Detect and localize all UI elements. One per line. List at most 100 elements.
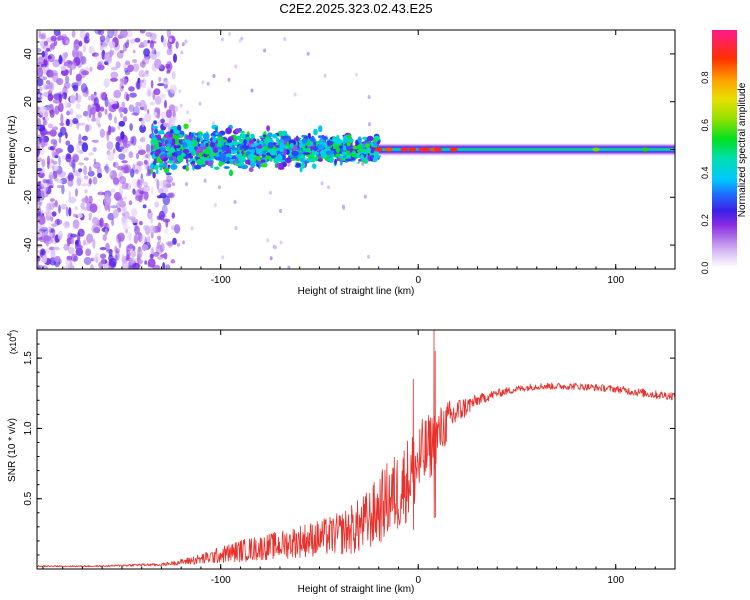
heatmap-carrier-cell: [163, 157, 167, 162]
heatmap-noise-cell: [113, 30, 118, 38]
heatmap-noise-cell: [58, 56, 63, 65]
heatmap-noise-cell: [152, 251, 160, 257]
heatmap-carrier-cell: [283, 148, 287, 156]
heatmap-noise-cell: [42, 57, 50, 68]
heatmap-noise-cell: [149, 101, 155, 106]
heatmap-noise-cell: [95, 252, 99, 261]
heatmap-noise-cell: [134, 37, 141, 43]
heatmap-noise-cell: [75, 103, 81, 110]
heatmap-carrier-cell: [188, 141, 195, 144]
heatmap-noise-cell: [184, 39, 188, 44]
heatmap-noise-cell: [59, 122, 65, 127]
heatmap-carrier-cell: [202, 132, 210, 140]
heatmap-noise-cell: [83, 36, 90, 44]
heatmap-noise-cell: [118, 176, 127, 184]
heatmap-noise-cell: [65, 75, 70, 84]
heatmap-noise-cell: [117, 165, 124, 171]
heatmap-carrier-cell: [342, 145, 347, 151]
heatmap-noise-cell: [78, 168, 83, 173]
heatmap-noise-cell: [174, 224, 181, 234]
heatmap-carrier-cell: [321, 136, 328, 141]
heatmap-noise-cell: [198, 101, 202, 106]
heatmap-noise-cell: [104, 227, 108, 236]
heatmap-noise-cell: [67, 246, 75, 255]
heatmap-noise-cell: [99, 217, 104, 228]
heatmap-carrier-cell: [196, 158, 204, 166]
heatmap-carrier-cell: [242, 144, 248, 149]
heatmap-noise-cell: [143, 190, 149, 201]
heatmap-noise-cell: [105, 163, 109, 174]
heatmap-noise-cell: [49, 232, 53, 238]
heatmap-carrier-cell: [308, 132, 311, 140]
heatmap-carrier-cell: [337, 140, 342, 145]
heatmap-noise-cell: [154, 58, 162, 69]
heatmap-carrier-cell: [158, 165, 163, 168]
heatmap-carrier-cell: [159, 130, 164, 134]
heatmap-carrier-cell: [308, 153, 315, 160]
heatmap-noise-cell: [112, 209, 119, 219]
heatmap-noise-cell: [140, 61, 146, 68]
heatmap-carrier-cell: [153, 120, 158, 125]
heatmap-noise-cell: [140, 136, 146, 143]
heatmap-carrier-cell: [370, 141, 374, 147]
heatmap-noise-cell: [106, 55, 112, 63]
heatmap-carrier-cell: [282, 135, 289, 139]
heatmap-carrier-cell: [214, 126, 219, 132]
heatmap-carrier-cell: [342, 138, 348, 145]
heatmap-carrier-cell: [191, 163, 196, 167]
heatmap-noise-cell: [361, 161, 365, 166]
heatmap-noise-cell: [92, 147, 97, 152]
snr-xtick-label: -100: [211, 575, 231, 586]
heatmap-noise-cell: [130, 136, 135, 144]
heatmap-noise-cell: [220, 37, 224, 42]
heatmap-noise-cell: [147, 39, 150, 44]
heatmap-noise-cell: [119, 49, 125, 54]
heatmap-noise-cell: [139, 220, 143, 226]
heatmap-noise-cell: [153, 112, 158, 116]
heatmap-carrier-cell: [249, 139, 254, 144]
heatmap-carrier-cell: [174, 129, 180, 135]
heatmap-noise-cell: [143, 48, 151, 57]
heatmap-carrier-cell: [364, 148, 367, 153]
heatmap-noise-cell: [54, 154, 59, 159]
heatmap-noise-cell: [116, 233, 122, 244]
heatmap-carrier-cell: [346, 134, 352, 139]
heatmap-carrier-cell: [302, 144, 306, 152]
heatmap-noise-cell: [74, 206, 79, 211]
heatmap-noise-cell: [79, 30, 86, 40]
heatmap-noise-cell: [88, 195, 93, 204]
heatmap-noise-cell: [78, 149, 84, 154]
heatmap-noise-cell: [37, 117, 41, 127]
heatmap-noise-cell: [91, 216, 99, 225]
heatmap-noise-cell: [93, 97, 99, 106]
heatmap-noise-cell: [173, 116, 177, 121]
heatmap-carrier-cell: [251, 144, 255, 148]
heatmap-noise-cell: [112, 148, 116, 154]
heatmap-noise-cell: [269, 256, 273, 261]
heatmap-noise-cell: [37, 157, 42, 162]
heatmap-noise-cell: [123, 164, 132, 174]
heatmap-carrier-cell: [312, 163, 317, 170]
heatmap-carrier-cell: [231, 149, 236, 155]
heatmap-noise-cell: [37, 47, 42, 53]
heatmap-noise-cell: [49, 108, 55, 118]
heatmap-noise-cell: [103, 78, 110, 88]
heatmap-noise-cell: [48, 226, 52, 233]
heatmap-carrier-cell: [257, 148, 263, 156]
heatmap-carrier-cell: [366, 135, 374, 142]
heatmap-peak: [400, 147, 409, 152]
heatmap-noise-cell: [171, 71, 176, 80]
heatmap-carrier-cell: [291, 150, 299, 157]
snr-panel: -100 0 100 0.5 1.0 1.5 Height of straight lin…: [7, 329, 676, 595]
heatmap-noise-cell: [117, 124, 121, 130]
heatmap-noise-cell: [367, 95, 371, 99]
heatmap-noise-cell: [158, 76, 162, 82]
heatmap-noise-cell: [162, 179, 168, 188]
heatmap-carrier-cell: [151, 134, 155, 138]
heatmap-noise-cell: [137, 232, 143, 243]
snr-scale-label: (x104): [7, 330, 18, 354]
heatmap-noise-cell: [107, 125, 112, 136]
heatmap-noise-cell: [133, 234, 139, 245]
heatmap-noise-cell: [88, 45, 95, 55]
heatmap-noise-cell: [127, 64, 134, 73]
